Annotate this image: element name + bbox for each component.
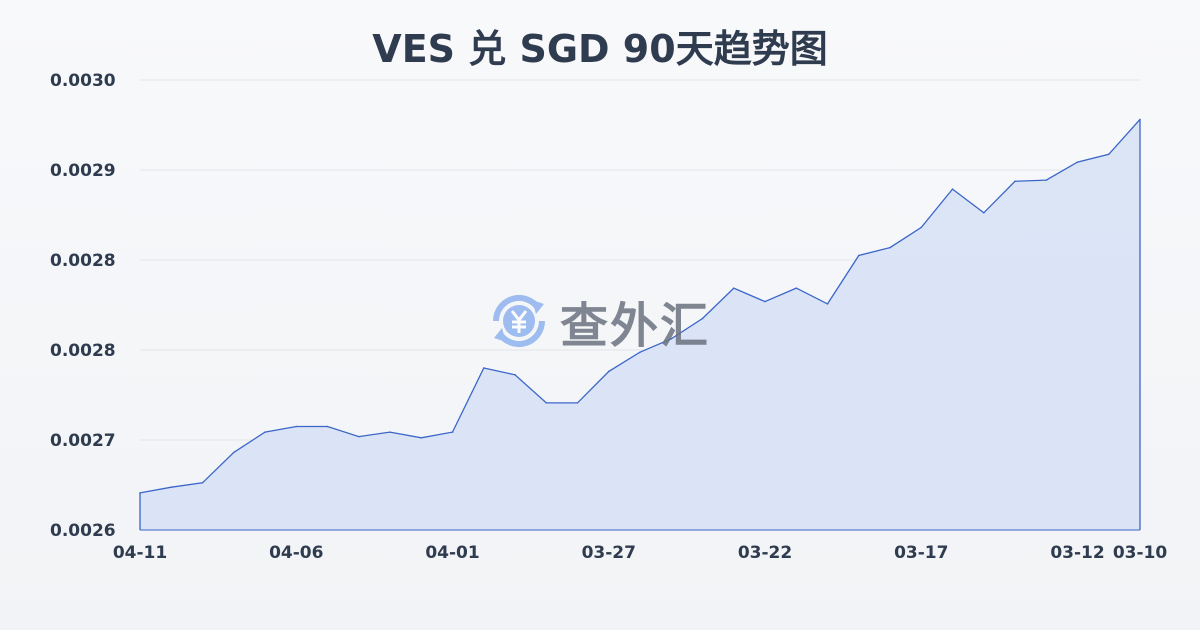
y-tick-label: 0.0028 <box>50 341 116 361</box>
data-point <box>951 188 954 190</box>
y-tick-label: 0.0026 <box>50 521 116 541</box>
data-point <box>889 246 891 249</box>
y-tick-label: 0.0029 <box>50 161 116 181</box>
data-point <box>232 451 235 454</box>
data-point <box>420 436 423 439</box>
data-point <box>732 287 735 289</box>
data-point <box>639 351 641 354</box>
data-point <box>326 425 329 428</box>
y-tick-label: 0.0027 <box>50 431 116 451</box>
data-point <box>357 435 360 438</box>
y-tick-label: 0.0030 <box>50 71 116 91</box>
data-point <box>857 254 860 257</box>
data-point <box>764 300 766 303</box>
data-point <box>795 287 798 289</box>
data-point <box>295 425 298 428</box>
data-point <box>1014 180 1016 183</box>
data-point <box>576 402 579 404</box>
watermark: 查外汇 <box>488 286 710 356</box>
y-tick-label: 0.0028 <box>50 251 116 271</box>
x-tick-label: 03-22 <box>738 543 792 563</box>
chart-title: VES 兑 SGD 90天趋势图 <box>372 27 828 71</box>
data-point <box>701 317 704 320</box>
x-tick-label: 03-10 <box>1113 543 1168 563</box>
x-tick-label: 04-06 <box>269 543 323 563</box>
x-tick-label: 03-27 <box>582 543 636 563</box>
data-point <box>920 226 923 229</box>
yen-exchange-icon <box>492 294 546 348</box>
x-tick-label: 03-17 <box>894 543 948 563</box>
x-tick-label: 03-12 <box>1050 543 1104 563</box>
data-point <box>482 367 485 369</box>
data-point <box>514 373 516 376</box>
data-point <box>982 211 985 214</box>
data-point <box>1045 179 1048 181</box>
data-point <box>1139 118 1141 121</box>
x-tick-label: 04-01 <box>425 543 479 563</box>
data-point <box>826 303 829 305</box>
data-point <box>264 431 266 433</box>
x-tick-label: 04-11 <box>113 543 167 563</box>
area-fill <box>140 119 1140 531</box>
data-point <box>170 486 173 489</box>
data-point <box>139 492 141 494</box>
data-point <box>1107 153 1110 156</box>
data-point <box>389 431 391 433</box>
data-point <box>670 337 673 340</box>
watermark-text: 查外汇 <box>560 298 711 354</box>
data-point <box>451 431 454 433</box>
data-point <box>1076 161 1079 163</box>
data-point <box>545 402 548 404</box>
data-point <box>607 370 610 373</box>
data-point <box>201 481 204 484</box>
